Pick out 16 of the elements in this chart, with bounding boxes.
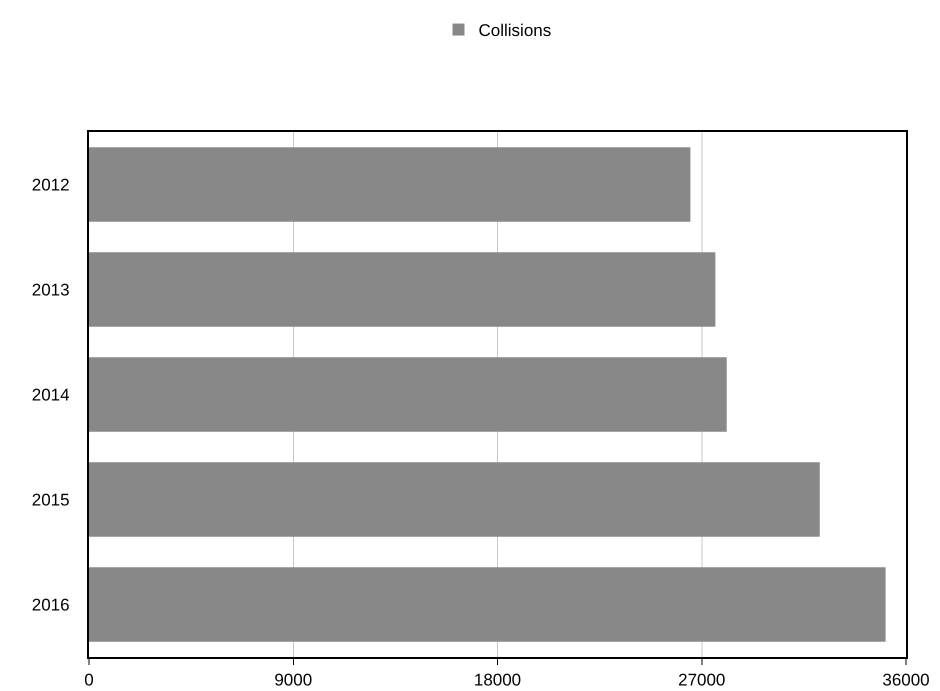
bar [89, 567, 886, 642]
y-tick-label: 2012 [32, 175, 70, 194]
y-tick-label: 2015 [32, 490, 70, 510]
x-tick-label: 0 [84, 670, 94, 690]
bar [89, 252, 716, 327]
x-tick-label: 18000 [474, 670, 522, 690]
y-tick-label: 2016 [32, 595, 70, 614]
bar [89, 462, 820, 537]
y-tick-label: 2013 [32, 280, 70, 300]
x-tick-label: 36000 [882, 670, 930, 690]
y-tick-label: 2014 [32, 385, 70, 404]
x-tick-label: 9000 [274, 670, 312, 690]
x-tick-label: 27000 [678, 670, 726, 690]
legend-label: Collisions [478, 21, 552, 40]
bar [89, 147, 690, 222]
bar [89, 357, 727, 432]
